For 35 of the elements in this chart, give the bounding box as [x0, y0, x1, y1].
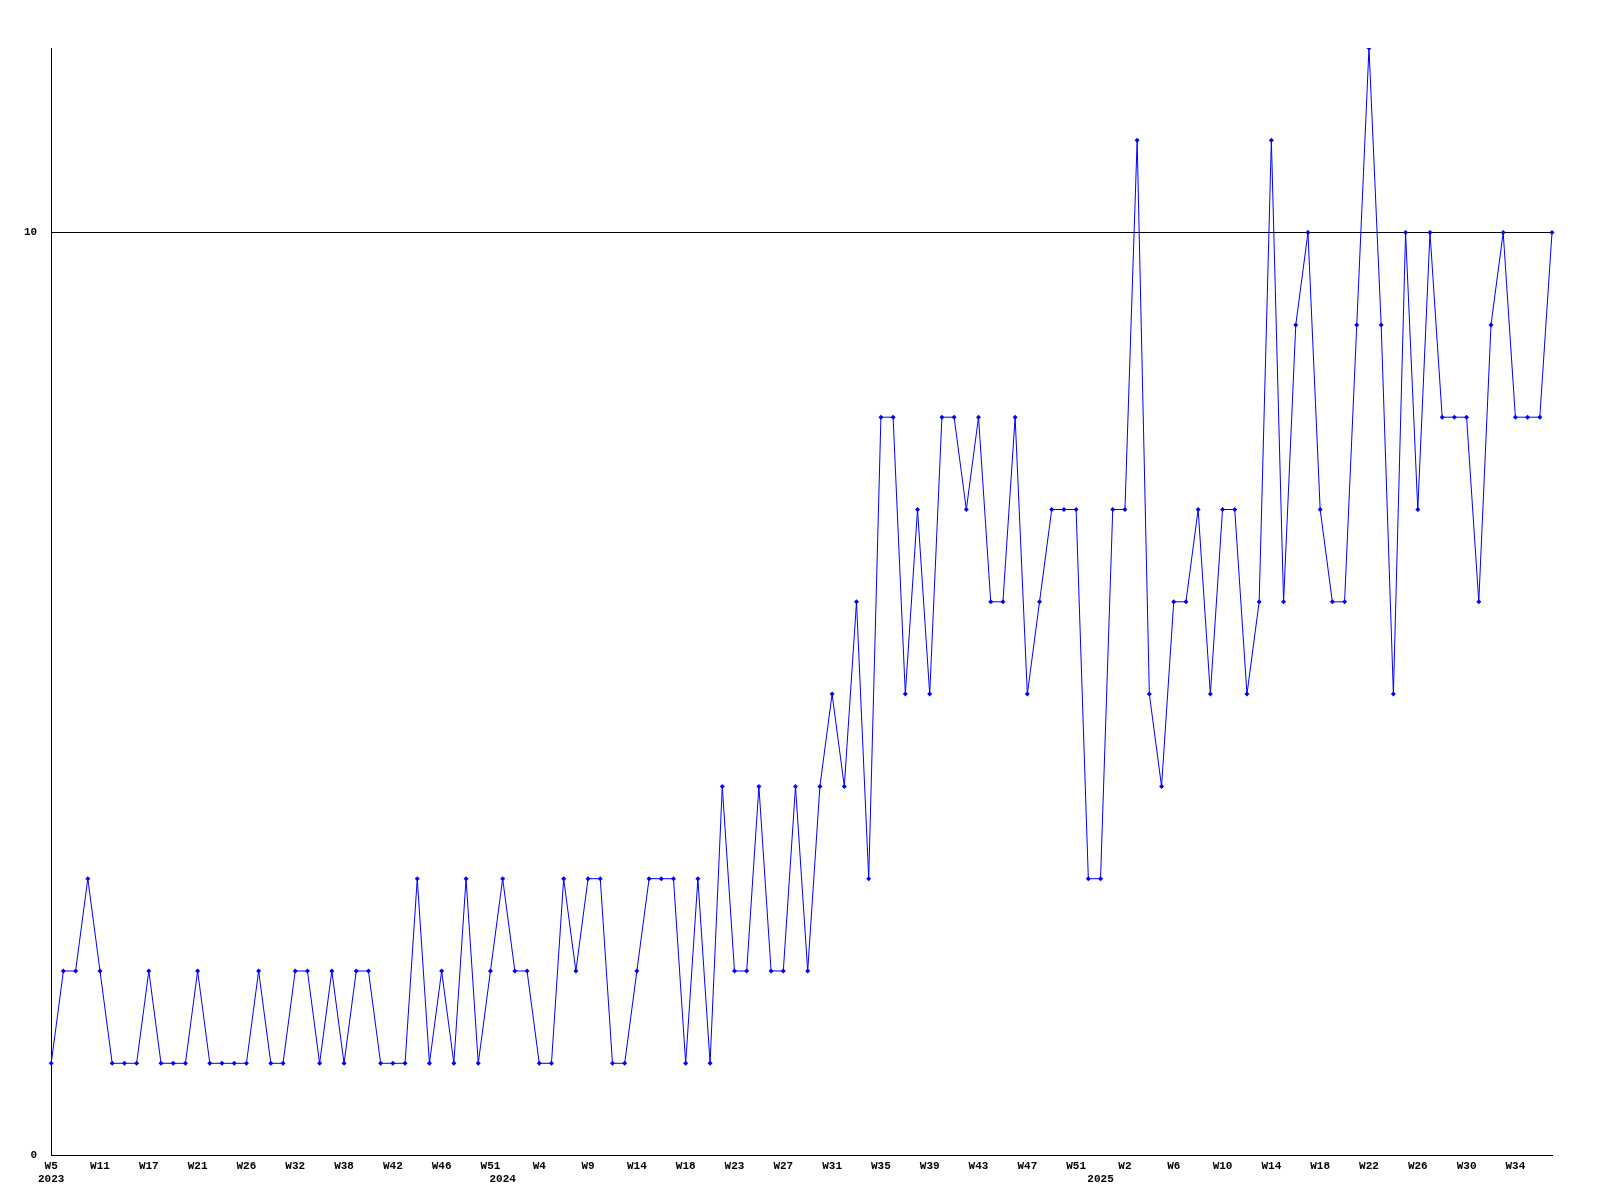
x-tick-label: W27: [773, 1159, 794, 1172]
x-tick-label: W26: [1407, 1159, 1428, 1172]
x-tick-label: W43: [968, 1159, 989, 1172]
x-tick-label: W38: [334, 1159, 355, 1172]
x-tick-label: W23: [724, 1159, 745, 1172]
x-tick-label: W17: [138, 1159, 159, 1172]
x-tick-label: W39: [919, 1159, 940, 1172]
x-tick-label: W46: [431, 1159, 452, 1172]
x-tick-label: W51: [480, 1159, 501, 1172]
x-tick-label: W31: [822, 1159, 843, 1172]
x-tick-label: W18: [1310, 1159, 1331, 1172]
y-tick-label: 0: [30, 1149, 38, 1162]
x-tick-label: W35: [871, 1159, 892, 1172]
x-tick-label: W42: [382, 1159, 403, 1172]
x-tick-label: W18: [675, 1159, 696, 1172]
x-tick-label: W32: [285, 1159, 306, 1172]
x-tick-label: W14: [626, 1159, 648, 1172]
x-tick-label: W51: [1066, 1159, 1087, 1172]
x-tick-label: W10: [1212, 1159, 1233, 1172]
x-tick-label: W9: [581, 1159, 595, 1172]
x-tick-label: W4: [532, 1159, 547, 1172]
x-tick-label: W6: [1167, 1159, 1181, 1172]
y-tick-label: 10: [24, 226, 38, 239]
x-tick-label: W26: [236, 1159, 257, 1172]
x-tick-label: W34: [1505, 1159, 1526, 1172]
x-tick-label: W47: [1017, 1159, 1038, 1172]
x-tick-label: W2: [1118, 1159, 1132, 1172]
x-tick-label: W14: [1261, 1159, 1282, 1172]
x-tick-label: W11: [90, 1159, 111, 1172]
x-tick-label: 2025: [1087, 1173, 1115, 1186]
x-tick-label: W22: [1359, 1159, 1379, 1172]
x-tick-label: W5 2023: [38, 1159, 65, 1186]
x-tick-label: W21: [187, 1159, 208, 1172]
x-tick-label: 2024: [489, 1173, 517, 1186]
x-tick-label: W30: [1456, 1159, 1477, 1172]
